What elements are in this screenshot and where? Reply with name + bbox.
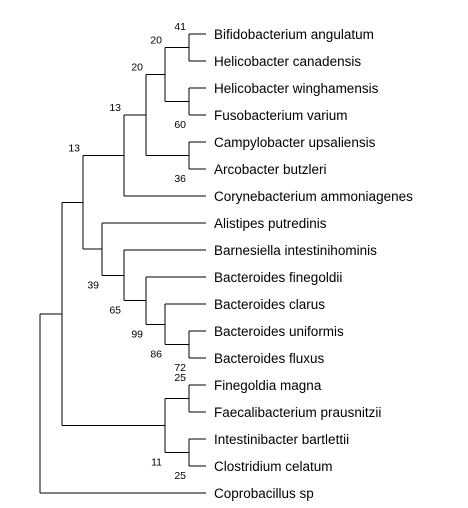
bootstrap-support-value: 39	[87, 279, 99, 291]
taxon-label: Intestinibacter bartlettii	[214, 432, 349, 447]
bootstrap-support-value: 11	[151, 457, 162, 469]
taxon-label: Bacteroides finegoldii	[214, 270, 342, 285]
taxon-label: Arcobacter butzleri	[214, 162, 327, 177]
taxon-label: Helicobacter canadensis	[214, 54, 361, 69]
leaf-labels: Bifidobacterium angulatum Helicobacter ca…	[214, 27, 413, 501]
tree-branches	[40, 34, 206, 493]
taxon-label: Faecalibacterium prausnitzii	[214, 405, 381, 420]
taxon-label: Alistipes putredinis	[214, 216, 327, 231]
bootstrap-support-value: 20	[150, 35, 162, 47]
bootstrap-support-value: 60	[174, 119, 186, 131]
bootstrap-support-value: 13	[109, 102, 121, 114]
taxon-label: Fusobacterium varium	[214, 108, 348, 123]
bootstrap-support-value: 65	[109, 305, 121, 317]
taxon-label: Bacteroides uniformis	[214, 324, 344, 339]
bootstrap-support-value: 20	[131, 62, 143, 74]
bootstrap-support-value: 36	[174, 173, 186, 185]
taxon-label: Corynebacterium ammoniagenes	[214, 189, 413, 204]
taxon-label: Clostridium celatum	[214, 459, 333, 474]
taxon-label: Finegoldia magna	[214, 378, 322, 393]
taxon-label: Bifidobacterium angulatum	[214, 27, 374, 42]
taxon-label: Campylobacter upsaliensis	[214, 135, 376, 150]
bootstrap-support-value: 25	[174, 470, 186, 482]
taxon-label: Bacteroides clarus	[214, 297, 325, 312]
bootstrap-support-value: 25	[174, 372, 186, 384]
taxon-label: Helicobacter winghamensis	[214, 81, 379, 96]
taxon-label: Coprobacillus sp	[214, 486, 314, 501]
bootstrap-support-value: 86	[150, 349, 162, 361]
bootstrap-support-value: 99	[131, 328, 143, 340]
taxon-label: Barnesiella intestinihominis	[214, 243, 377, 258]
bootstrap-support-value: 13	[68, 143, 80, 155]
bootstrap-support-value: 41	[174, 21, 186, 33]
taxon-label: Bacteroides fluxus	[214, 351, 325, 366]
